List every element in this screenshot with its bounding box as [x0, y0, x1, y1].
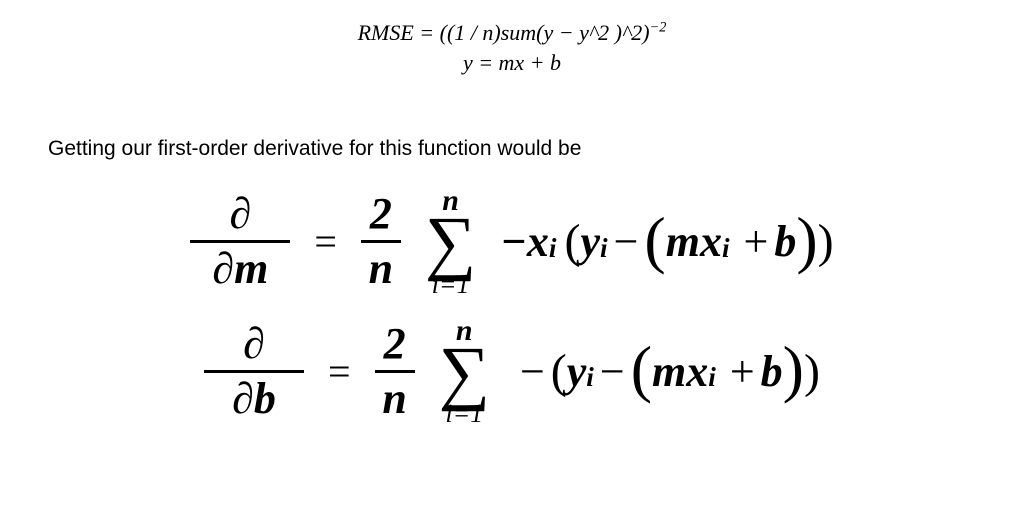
open-big-paren: ( [644, 221, 665, 259]
close-big-paren: ) [796, 221, 817, 259]
plus-sign: + [738, 216, 775, 267]
close-paren: ) [804, 344, 820, 399]
y-subscript: i [586, 362, 594, 393]
lead-subscript: i [549, 233, 557, 264]
close-paren: ) [818, 214, 834, 269]
partial-b-lhs: ∂ ∂b [204, 318, 304, 425]
sum-lower-limit: i=1 [445, 401, 483, 427]
mx-term: mx [652, 346, 708, 397]
mx-subscript: i [722, 233, 730, 264]
summand-expression: −xi ( yi − ( mxi + b ) ) [500, 214, 833, 269]
partial-m-equation: ∂ ∂m = 2 n n ∑ i=1 −xi ( yi − ( mxi + b … [190, 186, 833, 297]
open-paren: ( [551, 344, 567, 399]
open-big-paren: ( [631, 350, 652, 388]
rmse-exponent: −2 [650, 20, 667, 36]
summation: n ∑ i=1 [425, 186, 476, 297]
coefficient-fraction: 2 n [361, 188, 401, 295]
equals-sign: = [328, 348, 351, 395]
partial-numerator: ∂ [223, 188, 257, 240]
partial-b-equation: ∂ ∂b = 2 n n ∑ i=1 − ( yi − ( mxi + b ) … [204, 316, 820, 427]
partial-denominator: ∂m [206, 243, 274, 295]
plus-sign: + [724, 346, 761, 397]
coef-num: 2 [378, 318, 412, 370]
y-term: y [580, 216, 600, 267]
sigma-symbol: ∑ [425, 212, 476, 273]
summand-expression: − ( yi − ( mxi + b ) ) [514, 344, 820, 399]
sum-lower-limit: i=1 [432, 272, 470, 298]
rmse-text: RMSE = ((1 / n)sum(y − y^2 )^2) [358, 20, 650, 45]
partial-denominator: ∂b [226, 373, 282, 425]
rmse-equation: RMSE = ((1 / n)sum(y − y^2 )^2)−2 [0, 18, 1024, 48]
coef-num: 2 [364, 188, 398, 240]
linear-equation: y = mx + b [0, 48, 1024, 78]
lead-term: −x [500, 216, 549, 267]
equals-sign: = [314, 218, 337, 265]
mx-term: mx [666, 216, 722, 267]
partial-numerator: ∂ [237, 318, 271, 370]
close-big-paren: ) [783, 350, 804, 388]
partial-m-lhs: ∂ ∂m [190, 188, 290, 295]
y-term: y [567, 346, 587, 397]
b-term: b [761, 346, 783, 397]
b-term: b [774, 216, 796, 267]
leading-minus: − [514, 346, 551, 397]
derivative-equations: ∂ ∂m = 2 n n ∑ i=1 −xi ( yi − ( mxi + b … [0, 186, 1024, 426]
coef-den: n [363, 243, 399, 295]
minus-sign: − [594, 346, 631, 397]
mx-subscript: i [708, 362, 716, 393]
y-subscript: i [600, 233, 608, 264]
minus-sign: − [608, 216, 645, 267]
coefficient-fraction: 2 n [375, 318, 415, 425]
sigma-symbol: ∑ [439, 342, 490, 403]
top-equation-block: RMSE = ((1 / n)sum(y − y^2 )^2)−2 y = mx… [0, 0, 1024, 77]
coef-den: n [376, 373, 412, 425]
summation: n ∑ i=1 [439, 316, 490, 427]
open-paren: ( [564, 214, 580, 269]
body-paragraph: Getting our first-order derivative for t… [0, 137, 1024, 161]
